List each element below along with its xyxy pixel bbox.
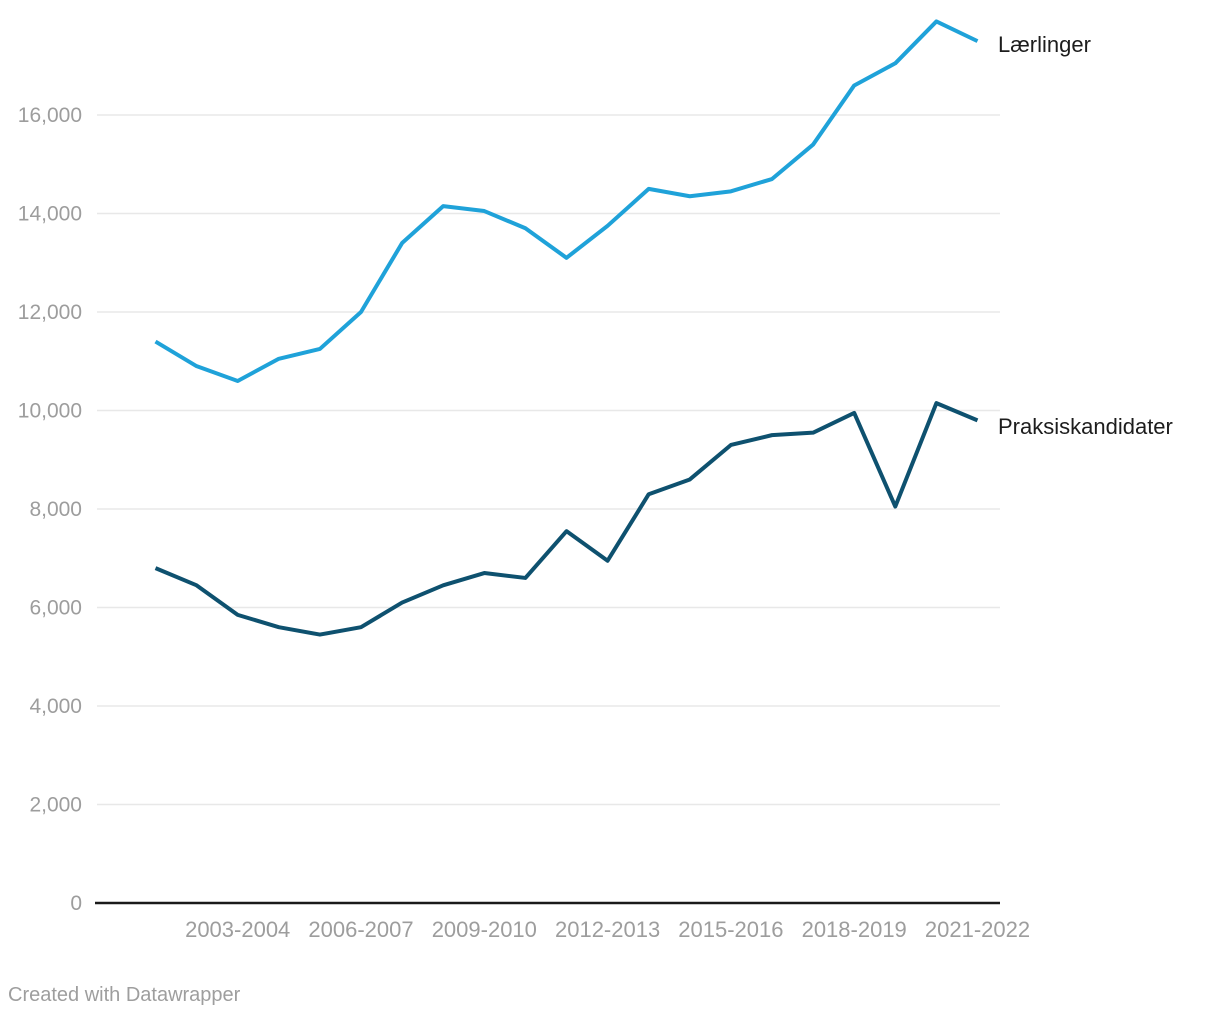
y-axis-tick-label: 12,000 — [18, 301, 82, 324]
x-axis-tick-label: 2021-2022 — [925, 917, 1030, 942]
y-axis-tick-label: 16,000 — [18, 104, 82, 127]
y-axis-tick-label: 4,000 — [29, 695, 82, 718]
y-axis-tick-label: 6,000 — [29, 597, 82, 620]
x-axis-tick-label: 2012-2013 — [555, 917, 660, 942]
x-axis-tick-label: 2006-2007 — [308, 917, 413, 942]
datawrapper-credit: Created with Datawrapper — [8, 984, 241, 1006]
y-axis-tick-label: 14,000 — [18, 203, 82, 226]
series-label-praksiskandidater: Praksiskandidater — [998, 414, 1173, 439]
x-axis-tick-label: 2009-2010 — [432, 917, 537, 942]
line-chart: 0 2,000 4,000 6,000 8,000 10,000 12,000 14,000 1… — [18, 19, 1030, 942]
y-axis-tick-label: 2,000 — [29, 794, 82, 817]
series-label-laerlinger: Lærlinger — [998, 32, 1091, 57]
series-line-praksiskandidater — [154, 401, 979, 637]
y-axis-tick-label: 8,000 — [29, 498, 82, 521]
y-axis-tick-label: 0 — [70, 892, 82, 915]
x-axis-tick-label: 2015-2016 — [678, 917, 783, 942]
y-axis-tick-label: 10,000 — [18, 400, 82, 423]
series-line-l-rlinger — [154, 19, 979, 383]
x-axis-tick-label: 2003-2004 — [185, 917, 290, 942]
x-axis-tick-label: 2018-2019 — [802, 917, 907, 942]
